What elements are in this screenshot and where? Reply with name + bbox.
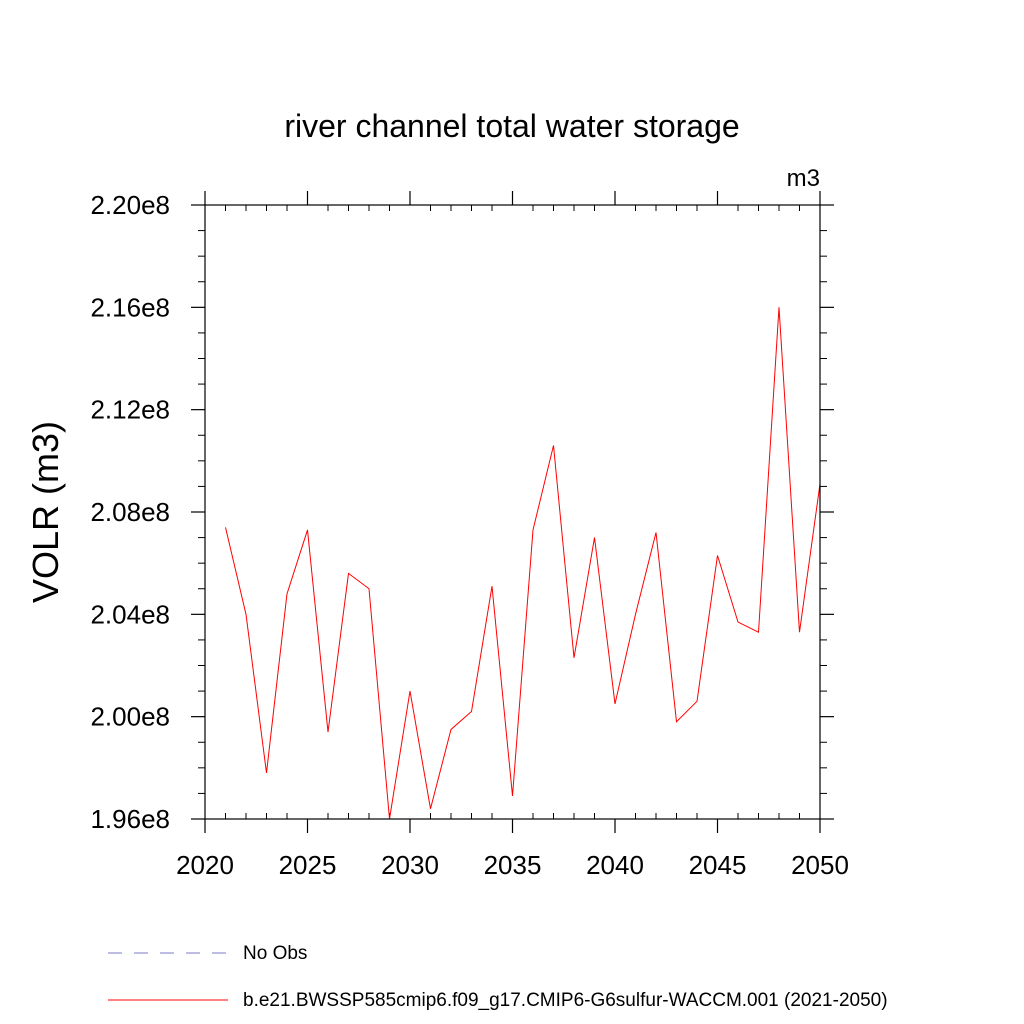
x-tick-label: 2050	[791, 850, 849, 880]
y-tick-label: 2.20e8	[90, 190, 170, 220]
x-tick-label: 2035	[484, 850, 542, 880]
y-tick-label: 1.96e8	[90, 804, 170, 834]
legend-label-no-obs: No Obs	[243, 943, 307, 964]
chart-title: river channel total water storage	[284, 108, 739, 144]
y-axis-label: VOLR (m3)	[25, 421, 66, 603]
y-tick-label: 2.12e8	[90, 395, 170, 425]
x-tick-label: 2020	[176, 850, 234, 880]
plot-frame	[204, 204, 821, 820]
y-tick-label: 2.00e8	[90, 702, 170, 732]
x-tick-label: 2025	[279, 850, 337, 880]
legend-label-model: b.e21.BWSSP585cmip6.f09_g17.CMIP6-G6sulf…	[243, 990, 888, 1011]
legend: No Obs b.e21.BWSSP585cmip6.f09_g17.CMIP6…	[108, 943, 888, 1011]
series-layer	[225, 307, 821, 820]
x-tick-label: 2030	[381, 850, 439, 880]
y-tick-label: 2.16e8	[90, 292, 170, 322]
axis-ticks: 2020 2025 2030 2035 2040 2045 2050 1.96e8 2.00e8…	[90, 190, 848, 880]
x-tick-label: 2040	[586, 850, 644, 880]
series-line	[225, 307, 821, 820]
y-tick-label: 2.04e8	[90, 599, 170, 629]
units-label: m3	[787, 165, 820, 192]
x-tick-label: 2045	[689, 850, 747, 880]
y-tick-label: 2.08e8	[90, 497, 170, 527]
